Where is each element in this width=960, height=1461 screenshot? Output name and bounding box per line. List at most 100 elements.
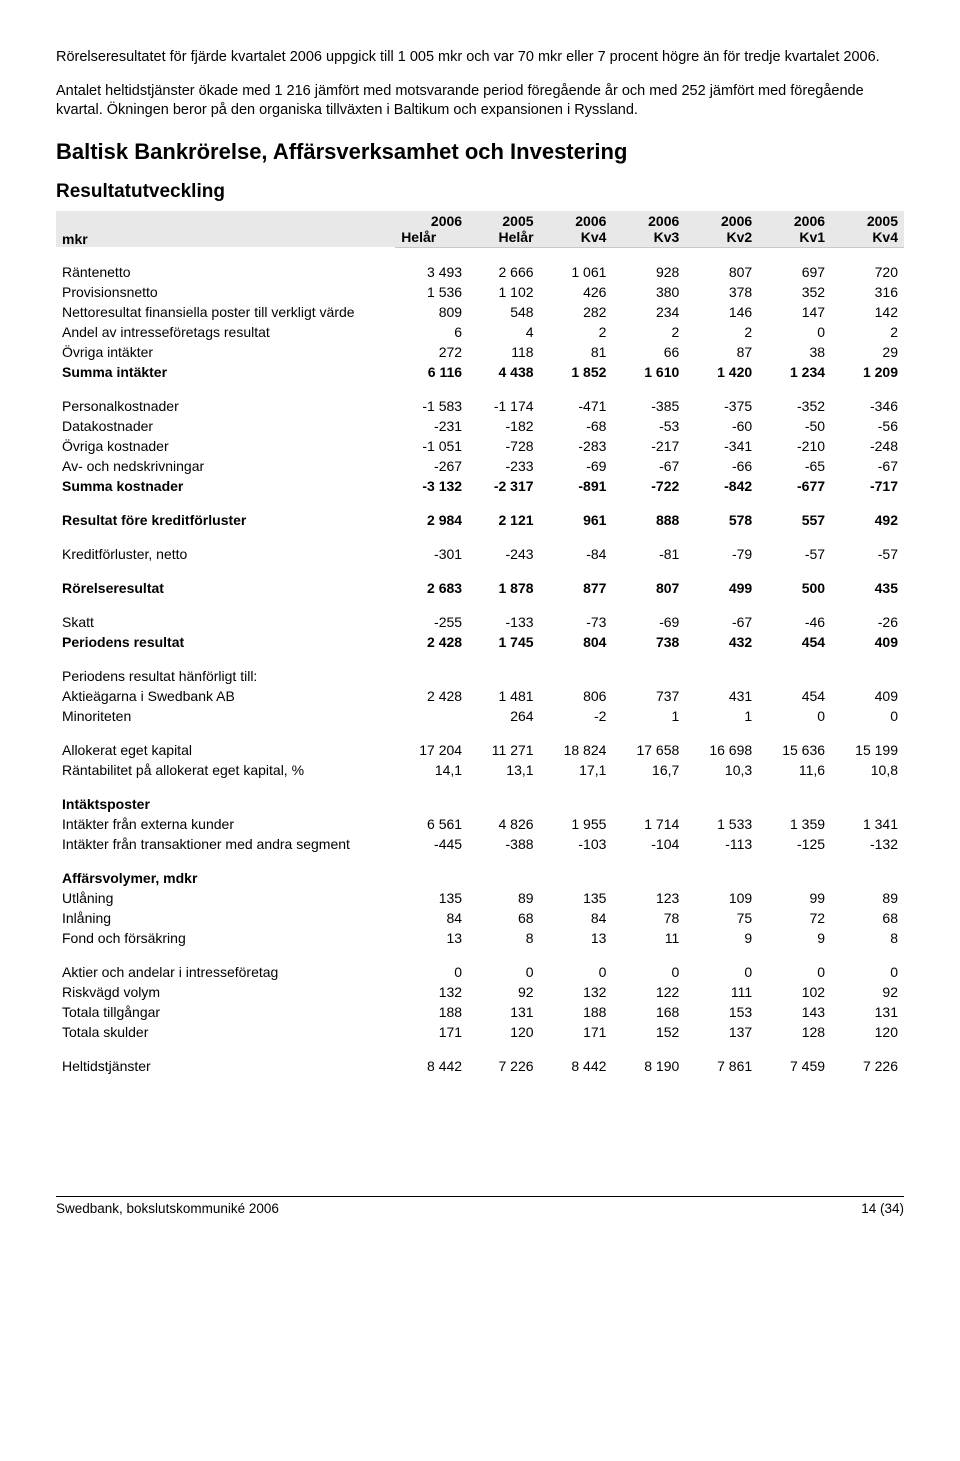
intro-p1: Rörelseresultatet för fjärde kvartalet 2… — [56, 48, 904, 68]
cell: -283 — [540, 436, 613, 456]
cell: -891 — [540, 476, 613, 496]
cell: -67 — [685, 612, 758, 632]
cell: 0 — [758, 322, 831, 342]
table-row — [56, 948, 904, 962]
cell: 380 — [612, 282, 685, 302]
cell: -133 — [468, 612, 539, 632]
cell: 89 — [831, 888, 904, 908]
cell: 7 226 — [831, 1056, 904, 1076]
cell: 316 — [831, 282, 904, 302]
table-row: Skatt-255-133-73-69-67-46-26 — [56, 612, 904, 632]
col-h7b: Kv4 — [831, 229, 904, 248]
cell: 17 658 — [612, 740, 685, 760]
cell: 9 — [685, 928, 758, 948]
cell — [831, 794, 904, 814]
cell: -375 — [685, 396, 758, 416]
cell: -445 — [395, 834, 468, 854]
cell: -217 — [612, 436, 685, 456]
col-h6b: Kv1 — [758, 229, 831, 248]
table-row: Av- och nedskrivningar-267-233-69-67-66-… — [56, 456, 904, 476]
row-label: Kreditförluster, netto — [56, 544, 395, 564]
cell: -53 — [612, 416, 685, 436]
cell: 1 420 — [685, 362, 758, 382]
table-row: Totala tillgångar188131188168153143131 — [56, 1002, 904, 1022]
cell: 66 — [612, 342, 685, 362]
cell: 1 481 — [468, 686, 539, 706]
cell: 557 — [758, 510, 831, 530]
row-label: Övriga intäkter — [56, 342, 395, 362]
cell: 118 — [468, 342, 539, 362]
cell: 0 — [758, 962, 831, 982]
row-label: Riskvägd volym — [56, 982, 395, 1002]
cell: 13 — [395, 928, 468, 948]
cell: 17 204 — [395, 740, 468, 760]
table-row: Summa intäkter6 1164 4381 8521 6101 4201… — [56, 362, 904, 382]
cell: 8 442 — [395, 1056, 468, 1076]
cell — [395, 706, 468, 726]
cell — [685, 666, 758, 686]
cell: 171 — [395, 1022, 468, 1042]
cell: 1 745 — [468, 632, 539, 652]
cell: 492 — [831, 510, 904, 530]
row-label: Övriga kostnader — [56, 436, 395, 456]
cell: 2 — [831, 322, 904, 342]
table-row — [56, 598, 904, 612]
cell: -57 — [831, 544, 904, 564]
cell: 10,3 — [685, 760, 758, 780]
subsection-title: Resultatutveckling — [56, 181, 904, 203]
cell — [540, 666, 613, 686]
cell — [468, 666, 539, 686]
table-row: Aktieägarna i Swedbank AB2 4281 48180673… — [56, 686, 904, 706]
cell: 720 — [831, 262, 904, 282]
table-row: Övriga kostnader-1 051-728-283-217-341-2… — [56, 436, 904, 456]
cell: 282 — [540, 302, 613, 322]
col-h4a: 2006 — [612, 211, 685, 229]
cell: -132 — [831, 834, 904, 854]
cell: 1 — [612, 706, 685, 726]
cell: 4 826 — [468, 814, 539, 834]
cell: 0 — [831, 706, 904, 726]
table-row — [56, 652, 904, 666]
row-label: Provisionsnetto — [56, 282, 395, 302]
cell: 9 — [758, 928, 831, 948]
row-label: Inlåning — [56, 908, 395, 928]
cell: 807 — [612, 578, 685, 598]
cell: 888 — [612, 510, 685, 530]
footer-left: Swedbank, bokslutskommuniké 2006 — [56, 1201, 279, 1216]
cell: 11,6 — [758, 760, 831, 780]
row-label: Datakostnader — [56, 416, 395, 436]
row-label: Aktieägarna i Swedbank AB — [56, 686, 395, 706]
cell: 99 — [758, 888, 831, 908]
cell: 135 — [395, 888, 468, 908]
cell: 16,7 — [612, 760, 685, 780]
table-row: Minoriteten264-21100 — [56, 706, 904, 726]
cell: 431 — [685, 686, 758, 706]
cell: 1 536 — [395, 282, 468, 302]
cell: -243 — [468, 544, 539, 564]
cell: 132 — [395, 982, 468, 1002]
page-footer: Swedbank, bokslutskommuniké 2006 14 (34) — [56, 1196, 904, 1216]
row-label: Affärsvolymer, mdkr — [56, 868, 395, 888]
cell: 120 — [831, 1022, 904, 1042]
cell: 1 533 — [685, 814, 758, 834]
cell: 737 — [612, 686, 685, 706]
cell: 68 — [468, 908, 539, 928]
cell: 0 — [395, 962, 468, 982]
table-row: Räntenetto3 4932 6661 061928807697720 — [56, 262, 904, 282]
table-row: Övriga intäkter2721188166873829 — [56, 342, 904, 362]
cell: -388 — [468, 834, 539, 854]
cell: 168 — [612, 1002, 685, 1022]
cell: 18 824 — [540, 740, 613, 760]
cell: -717 — [831, 476, 904, 496]
row-label: Skatt — [56, 612, 395, 632]
cell — [395, 794, 468, 814]
cell: 8 190 — [612, 1056, 685, 1076]
cell: 961 — [540, 510, 613, 530]
cell: -65 — [758, 456, 831, 476]
cell — [758, 868, 831, 888]
col-h2b: Helår — [468, 229, 539, 248]
cell: -346 — [831, 396, 904, 416]
table-row: Andel av intresseföretags resultat642220… — [56, 322, 904, 342]
cell: 78 — [612, 908, 685, 928]
cell: 877 — [540, 578, 613, 598]
